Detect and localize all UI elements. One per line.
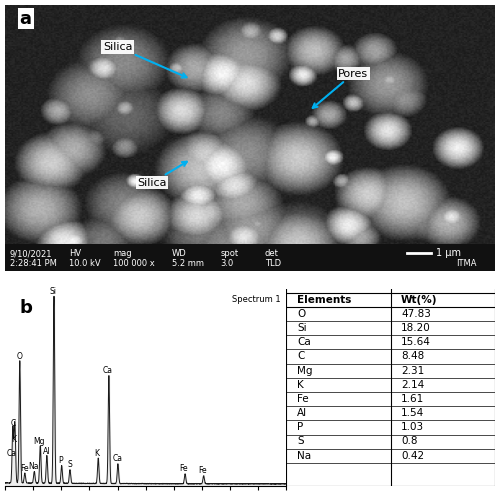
Text: det: det (264, 249, 278, 258)
Text: Mg: Mg (34, 436, 45, 446)
Text: spot: spot (220, 249, 238, 258)
Text: Na: Na (297, 451, 311, 461)
Text: Ca: Ca (102, 366, 113, 375)
Text: 10.0 kV: 10.0 kV (68, 259, 100, 268)
Text: 15.64: 15.64 (401, 337, 431, 347)
Text: S: S (67, 461, 72, 469)
Text: Si: Si (297, 323, 306, 333)
Text: K: K (297, 380, 304, 390)
Text: 0.8: 0.8 (401, 436, 417, 446)
Text: K: K (94, 449, 99, 458)
Text: O: O (297, 309, 305, 319)
Text: HV: HV (68, 249, 81, 258)
Text: 47.83: 47.83 (401, 309, 431, 319)
Text: Wt(%): Wt(%) (401, 295, 438, 305)
Text: Fe: Fe (297, 394, 308, 404)
Text: C: C (10, 419, 16, 428)
Text: Na: Na (28, 463, 39, 471)
Text: 2:28:41 PM: 2:28:41 PM (10, 259, 57, 268)
Text: P: P (58, 457, 64, 465)
Text: 1 µm: 1 µm (436, 248, 461, 258)
Text: 1.03: 1.03 (401, 422, 424, 432)
Text: O: O (17, 352, 22, 361)
Text: 8.48: 8.48 (401, 352, 424, 361)
Text: S: S (297, 436, 304, 446)
Text: 100 000 x: 100 000 x (113, 259, 154, 268)
Text: C: C (297, 352, 304, 361)
Text: 2.14: 2.14 (401, 380, 424, 390)
Text: Silica: Silica (103, 42, 186, 78)
Text: a: a (20, 9, 32, 27)
Text: Fe: Fe (180, 464, 188, 473)
Text: b: b (19, 299, 32, 317)
Text: K: K (11, 435, 16, 444)
Text: Ca: Ca (112, 455, 122, 464)
Text: Fe: Fe (198, 466, 207, 475)
Text: P: P (297, 422, 303, 432)
Text: 3.0: 3.0 (220, 259, 234, 268)
Text: Al: Al (42, 447, 50, 456)
Text: Pores: Pores (312, 69, 368, 108)
Text: Fe: Fe (20, 464, 28, 473)
Text: 1.61: 1.61 (401, 394, 424, 404)
Text: 9/10/2021: 9/10/2021 (10, 249, 52, 258)
Text: Ca: Ca (7, 449, 17, 458)
Text: Mg: Mg (297, 366, 312, 376)
Text: WD: WD (172, 249, 186, 258)
Bar (5, 244, 495, 271)
Text: 5.2 mm: 5.2 mm (172, 259, 203, 268)
Text: Spectrum 1: Spectrum 1 (232, 295, 281, 304)
Text: 0.42: 0.42 (401, 451, 424, 461)
Text: 1.54: 1.54 (401, 408, 424, 418)
Text: Elements: Elements (297, 295, 352, 305)
Text: mag: mag (113, 249, 132, 258)
Text: 2.31: 2.31 (401, 366, 424, 376)
Text: 18.20: 18.20 (401, 323, 431, 333)
Text: Ca: Ca (297, 337, 310, 347)
Text: Silica: Silica (138, 162, 187, 188)
Text: Si: Si (50, 287, 57, 296)
Text: TLD: TLD (264, 259, 281, 268)
Text: ITMA: ITMA (456, 259, 476, 268)
Text: Al: Al (297, 408, 307, 418)
